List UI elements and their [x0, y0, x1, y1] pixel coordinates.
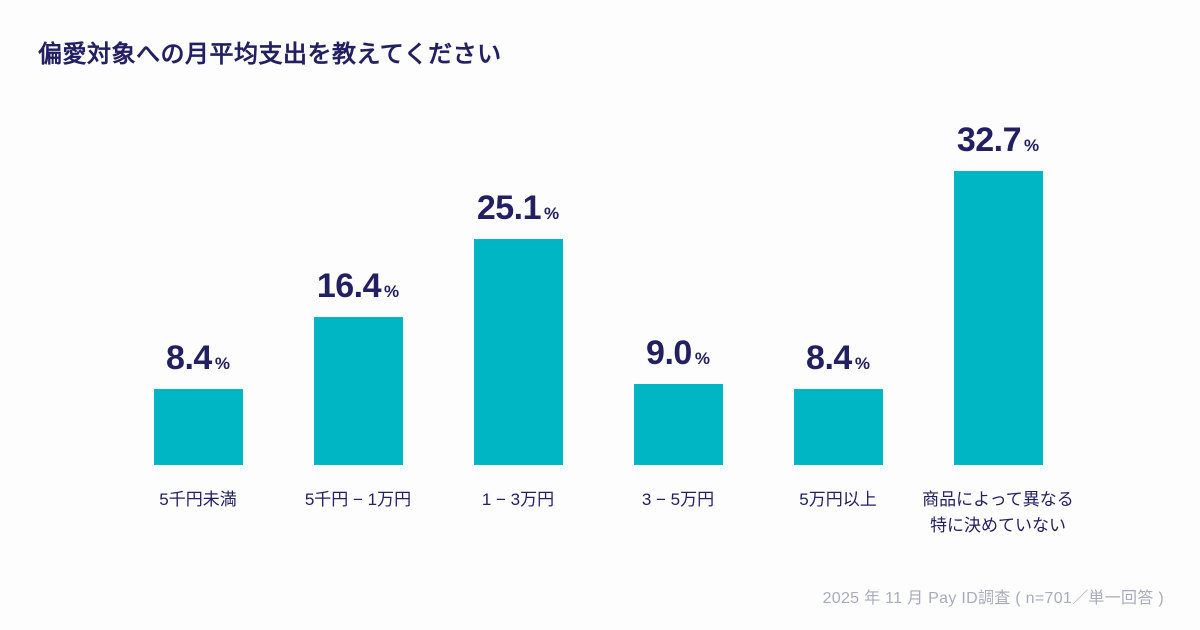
bar [953, 170, 1043, 465]
bar [793, 389, 883, 465]
bar [633, 384, 723, 465]
bar-column: 25.1% [438, 100, 598, 465]
bar-value-unit: % [384, 282, 400, 302]
bar-value-number: 32.7 [956, 120, 1022, 159]
category-label: 5千円 − 1万円 [304, 490, 412, 509]
bar-value-unit: % [544, 204, 560, 224]
bar [313, 317, 403, 465]
bar-value-number: 8.4 [806, 339, 852, 378]
bar-column: 8.4% [118, 100, 278, 465]
bar-value-number: 16.4 [316, 267, 382, 306]
bar-value-number: 25.1 [476, 189, 542, 228]
bar-value-label: 25.1% [477, 191, 559, 225]
bar-value-unit: % [854, 354, 870, 374]
bar-column: 9.0% [598, 100, 758, 465]
bar-value-label: 32.7% [957, 123, 1039, 157]
category-label: 商品によって異なる 特に決めていない [922, 490, 1074, 535]
bar-value-label: 9.0% [646, 336, 710, 370]
bar-value-unit: % [214, 354, 230, 374]
bar [153, 389, 243, 465]
bar [473, 239, 563, 465]
bar-column: 32.7% [918, 100, 1078, 465]
source-note: 2025 年 11 月 Pay ID調査 ( n=701／単一回答 ) [822, 590, 1164, 607]
bar-column: 16.4% [278, 100, 438, 465]
category-label: 1 − 3万円 [481, 490, 555, 509]
category-label: 5千円未満 [159, 490, 237, 509]
bar-value-label: 8.4% [806, 341, 870, 375]
category-label: 3 − 5万円 [641, 490, 715, 509]
bar-value-unit: % [1024, 135, 1040, 155]
bar-value-number: 9.0 [646, 334, 692, 372]
bar-value-label: 16.4% [317, 269, 399, 303]
chart-title: 偏愛対象への月平均支出を教えてください [38, 41, 502, 68]
bar-value-number: 8.4 [166, 339, 212, 378]
bar-column: 8.4% [758, 100, 918, 465]
category-axis: 5千円未満 5千円 − 1万円 1 − 3万円 3 − 5万円 5万円以上 商品によって異… [118, 487, 1078, 539]
category-label: 5万円以上 [799, 490, 877, 509]
bar-value-unit: % [694, 349, 710, 368]
bar-value-label: 8.4% [166, 341, 230, 375]
bars-area: 8.4% 16.4% 25.1% 9.0% 8.4% 32.7% [118, 100, 1078, 465]
